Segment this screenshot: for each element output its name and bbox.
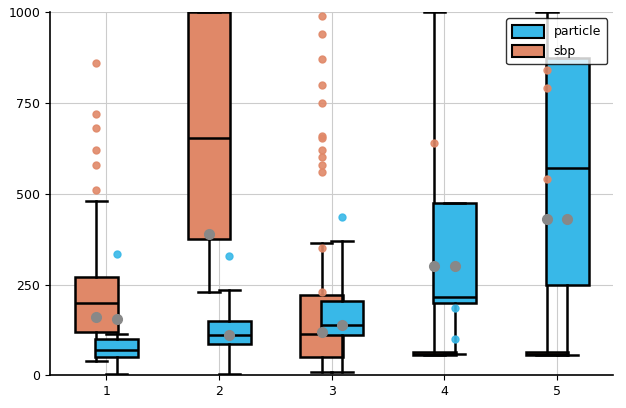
PathPatch shape (433, 203, 476, 303)
PathPatch shape (208, 321, 250, 344)
PathPatch shape (300, 295, 343, 357)
Legend: particle, sbp: particle, sbp (506, 18, 607, 64)
PathPatch shape (95, 339, 138, 357)
PathPatch shape (413, 352, 456, 355)
PathPatch shape (75, 277, 118, 332)
PathPatch shape (188, 12, 230, 239)
PathPatch shape (546, 58, 588, 285)
PathPatch shape (321, 301, 363, 335)
PathPatch shape (526, 352, 568, 355)
